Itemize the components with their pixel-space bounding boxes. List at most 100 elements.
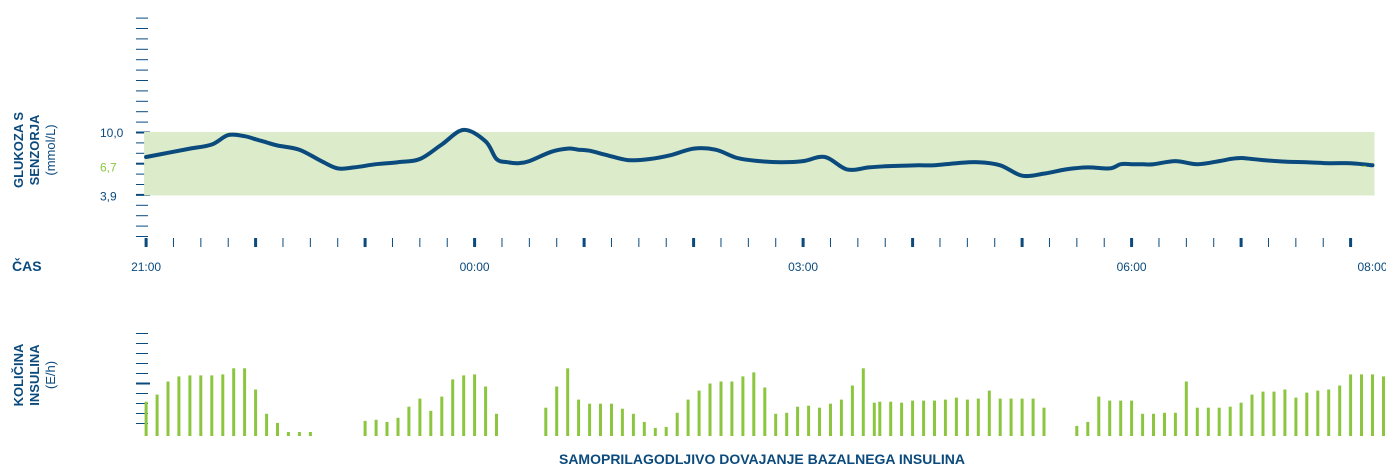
insulin-bar <box>807 405 811 436</box>
insulin-bar <box>166 381 170 436</box>
insulin-bar <box>1239 402 1243 436</box>
insulin-bar <box>911 400 915 436</box>
glucose-tick-label: 10,0 <box>100 126 124 140</box>
insulin-bar <box>1316 390 1320 436</box>
insulin-bar <box>933 400 936 436</box>
insulin-bar <box>653 427 657 436</box>
insulin-bar <box>555 386 559 436</box>
insulin-bar <box>210 375 214 436</box>
insulin-bar <box>861 368 865 436</box>
glucose-line <box>144 127 1375 179</box>
insulin-bar <box>544 407 548 436</box>
insulin-bar <box>1108 400 1112 436</box>
time-tick-label: 03:00 <box>788 260 818 274</box>
insulin-bar <box>177 376 181 436</box>
insulin-bar <box>796 406 800 436</box>
insulin-bar <box>232 368 236 436</box>
time-tick-labels: 21:00 00:00 03:00 06:00 08:00 <box>131 260 1386 274</box>
insulin-bar <box>1261 391 1265 436</box>
insulin-bar <box>599 403 602 436</box>
glucose-axis-label-line1: GLUKOZA S <box>11 112 26 188</box>
insulin-bar <box>987 390 991 436</box>
insulin-axis-label-line2: INSULINA <box>27 344 42 406</box>
insulin-bar <box>774 413 778 436</box>
target-range-band <box>144 132 1375 196</box>
insulin-bar <box>1360 374 1363 436</box>
insulin-bar <box>1042 407 1046 436</box>
insulin-bar <box>922 400 926 436</box>
insulin-bar <box>1294 397 1298 436</box>
insulin-bar <box>1305 392 1309 436</box>
insulin-bar <box>396 417 400 436</box>
insulin-bar <box>577 399 581 436</box>
insulin-bar <box>872 402 876 436</box>
insulin-bar <box>451 379 455 436</box>
insulin-bar <box>155 394 159 436</box>
insulin-bar <box>1009 398 1013 436</box>
insulin-bar <box>1141 413 1145 436</box>
insulin-bar <box>1206 407 1210 436</box>
insulin-bar <box>188 375 192 436</box>
insulin-bar <box>631 413 635 436</box>
insulin-bar <box>385 421 389 436</box>
time-axis-ticks <box>144 238 1353 247</box>
insulin-bar <box>308 432 312 436</box>
insulin-bar <box>763 387 767 436</box>
insulin-bar <box>429 410 433 437</box>
insulin-bar <box>1152 413 1155 436</box>
insulin-bar <box>943 399 947 436</box>
insulin-axis-label-line1: KOLIČINA <box>11 343 26 406</box>
insulin-bar <box>839 399 843 436</box>
insulin-bar <box>1338 385 1342 436</box>
insulin-bar <box>407 406 411 436</box>
insulin-bar <box>199 375 203 436</box>
insulin-axis-ticks <box>136 333 150 424</box>
insulin-bar <box>850 385 854 436</box>
glucose-axis-label-line2: SENZORJA <box>27 114 42 185</box>
insulin-bar <box>144 401 148 436</box>
insulin-bar <box>1327 389 1331 436</box>
insulin-bar <box>243 368 247 436</box>
insulin-bar <box>900 402 904 436</box>
insulin-bar <box>998 398 1002 436</box>
insulin-bar <box>297 432 301 436</box>
insulin-bar <box>462 375 466 436</box>
glucose-tick-label: 3,9 <box>100 189 117 203</box>
time-tick-label: 06:00 <box>1117 260 1147 274</box>
insulin-bar <box>664 426 668 436</box>
insulin-bar <box>1075 425 1079 436</box>
footer-title: SAMOPRILAGODLJIVO DOVAJANJE BAZALNEGA IN… <box>559 451 965 467</box>
insulin-bar <box>265 413 269 436</box>
insulin-bar <box>1217 407 1221 436</box>
insulin-bar <box>1272 391 1276 436</box>
insulin-bar <box>829 403 832 436</box>
insulin-bar <box>1371 374 1374 436</box>
insulin-bar <box>221 374 225 436</box>
glucose-tick-labels: 10,0 6,7 3,9 <box>100 126 1366 203</box>
insulin-bar <box>1250 394 1254 436</box>
insulin-bar <box>1228 406 1232 436</box>
glucose-axis-ticks <box>136 17 150 237</box>
time-tick-label: 08:00 <box>1357 260 1386 274</box>
insulin-bar <box>889 401 893 436</box>
insulin-bar <box>752 372 756 436</box>
insulin-bar <box>473 374 477 436</box>
insulin-bar <box>610 403 613 436</box>
insulin-bar <box>686 399 690 436</box>
insulin-bar <box>1020 398 1024 436</box>
insulin-bar <box>1163 412 1166 436</box>
insulin-bar <box>588 403 592 436</box>
insulin-bar <box>1097 396 1101 436</box>
insulin-bar <box>620 408 624 436</box>
insulin-bar <box>976 398 980 436</box>
insulin-bar <box>697 390 701 436</box>
insulin-bar <box>254 389 258 436</box>
insulin-bar <box>495 413 498 436</box>
insulin-axis-unit: (E/h) <box>43 361 58 389</box>
insulin-bar <box>954 397 958 436</box>
insulin-bar <box>675 412 679 436</box>
time-tick-label: 21:00 <box>131 260 161 274</box>
insulin-bar <box>1173 412 1177 436</box>
glucose-axis-unit: (mmol/L) <box>43 124 58 175</box>
